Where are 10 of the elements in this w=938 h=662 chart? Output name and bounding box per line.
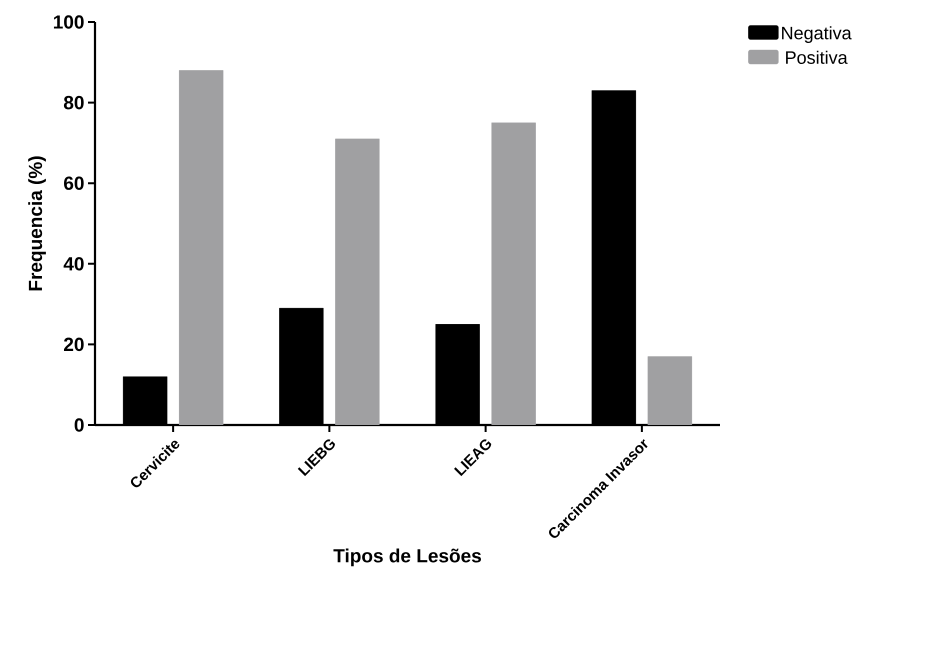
y-tick-label: 40 — [64, 257, 84, 271]
x-axis-title: Tipos de Lesões — [333, 548, 481, 566]
y-tick-label: 60 — [64, 176, 84, 190]
legend-label: Negativa — [782, 26, 852, 43]
y-tick-label: 80 — [64, 96, 84, 110]
y-tick-label: 20 — [64, 338, 84, 352]
y-tick-label: 0 — [74, 418, 84, 432]
y-tick-label: 100 — [54, 15, 84, 29]
legend-label: Positiva — [786, 50, 848, 64]
y-axis-title: Frequencia (%) — [28, 156, 46, 290]
